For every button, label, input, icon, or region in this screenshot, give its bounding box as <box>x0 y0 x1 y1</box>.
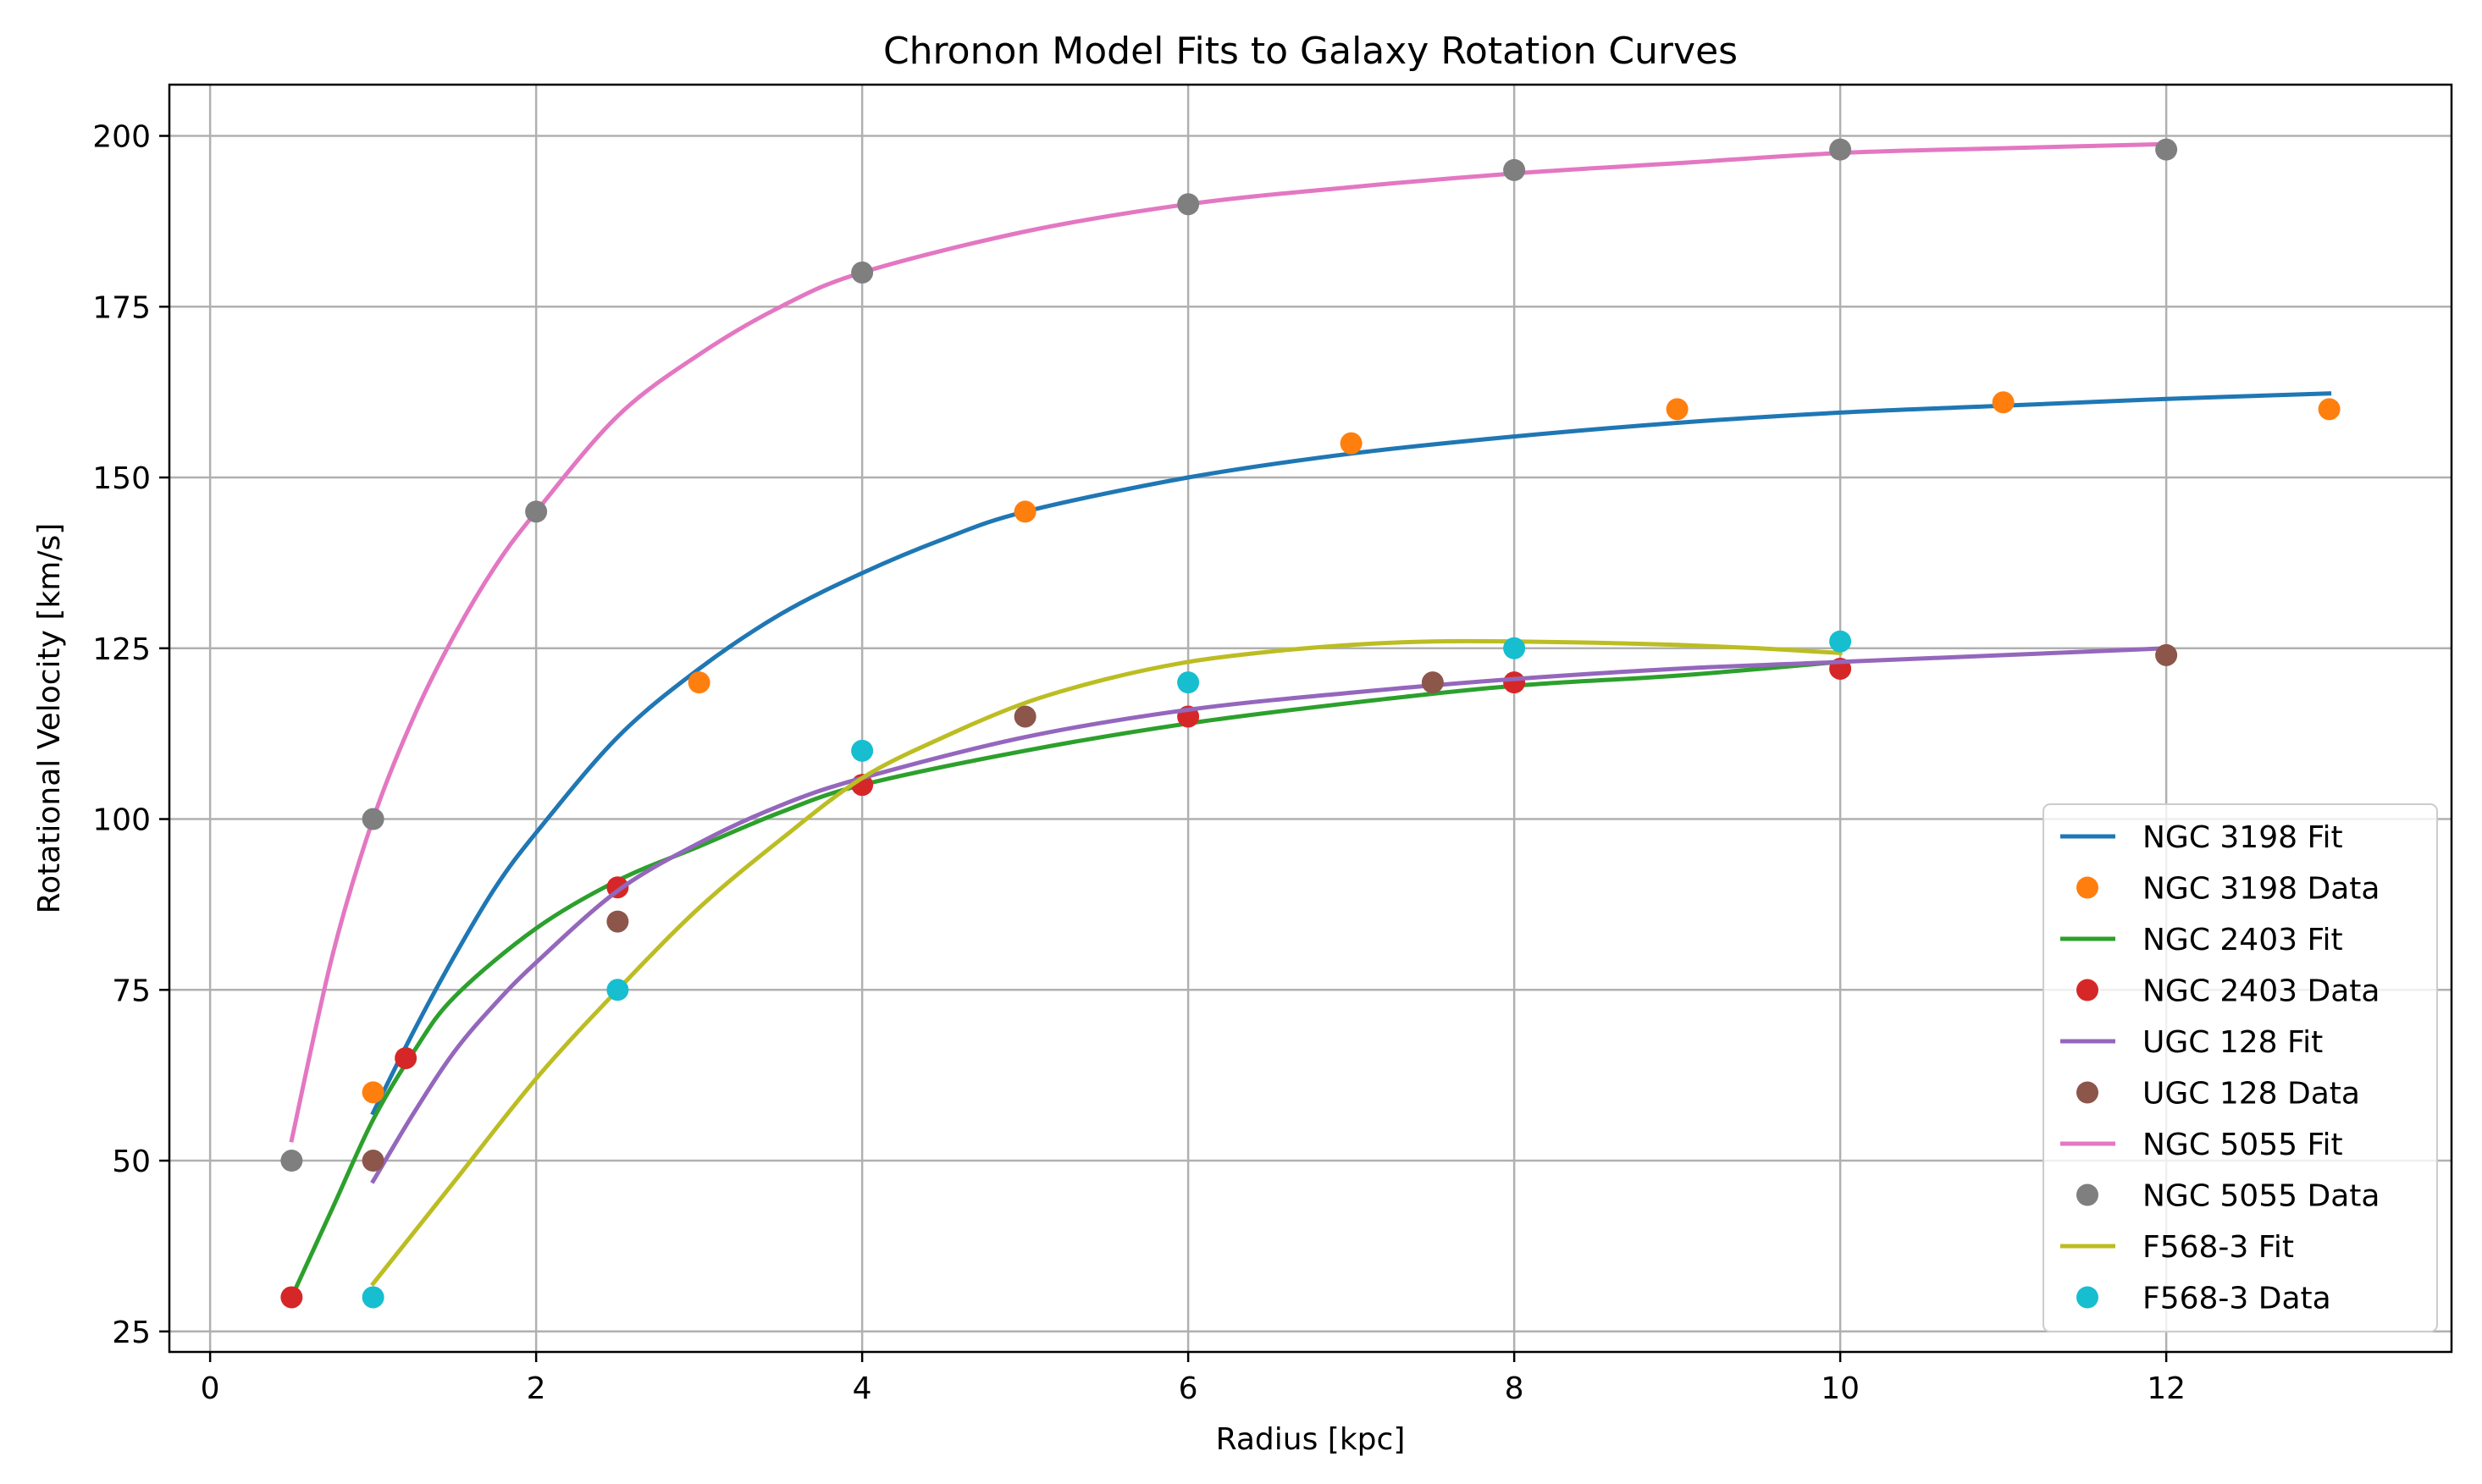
y-tick-label: 50 <box>112 1145 151 1179</box>
chart-title: Chronon Model Fits to Galaxy Rotation Cu… <box>883 30 1738 73</box>
y-tick-label: 25 <box>112 1316 151 1350</box>
y-tick-label: 175 <box>92 290 151 325</box>
legend: NGC 3198 Fit NGC 3198 Data NGC 2403 Fit NGC… <box>2043 803 2438 1332</box>
ngc-5055-data-series <box>280 138 2178 1172</box>
legend-label-ngc-2403-fit: NGC 2403 Fit <box>2142 923 2343 957</box>
f568-3-data-series <box>362 630 1852 1309</box>
f568-3-fit-series <box>370 638 1843 1287</box>
legend-label-ngc-3198-data: NGC 3198 Data <box>2142 872 2380 907</box>
legend-box <box>2043 803 2438 1332</box>
ngc-5055-data-point <box>280 1150 303 1172</box>
f568-3-data-point <box>1503 637 1526 659</box>
ngc-2403-data-point <box>1503 671 1526 694</box>
ngc-3198-data-point <box>1992 391 2015 414</box>
legend-label-f568-3-fit: F568-3 Fit <box>2142 1230 2294 1265</box>
ugc-128-data-point <box>1014 705 1036 728</box>
ugc-128-data-point <box>362 1150 384 1172</box>
f568-3-data-point <box>362 1286 384 1309</box>
x-tick-label: 12 <box>2147 1371 2186 1406</box>
legend-swatch-ngc-2403-data <box>2076 979 2098 1001</box>
y-tick-label: 125 <box>92 632 151 667</box>
ngc-5055-data-point <box>1503 158 1526 181</box>
legend-swatch-ngc-5055-data <box>2076 1183 2098 1206</box>
legend-label-ngc-2403-data: NGC 2403 Data <box>2142 974 2380 1009</box>
x-tick-label: 6 <box>1179 1371 1198 1406</box>
ngc-5055-fit-series <box>289 141 2169 1143</box>
ugc-128-data-point <box>1421 671 1444 694</box>
ngc-5055-data-point <box>851 261 874 284</box>
f568-3-data-point <box>606 979 629 1001</box>
x-tick-label: 4 <box>853 1371 872 1406</box>
plot-series <box>280 138 2341 1309</box>
ngc-5055-fit-line <box>289 141 2169 1143</box>
axis-ticks: 0 2 4 6 8 10 12 25 50 75 100 125 150 175 200 <box>92 120 2186 1406</box>
ngc-3198-data-point <box>1340 432 1363 455</box>
ngc-5055-data-point <box>1829 138 1852 161</box>
x-axis-label: Radius [kpc] <box>1216 1422 1406 1457</box>
ugc-128-fit-series <box>370 646 2169 1184</box>
legend-label-ngc-5055-data: NGC 5055 Data <box>2142 1179 2380 1214</box>
ngc-3198-data-point <box>1014 500 1036 523</box>
ugc-128-data-point <box>606 910 629 933</box>
x-tick-label: 10 <box>1821 1371 1860 1406</box>
f568-3-data-point <box>851 739 874 762</box>
ngc-5055-data-point <box>362 808 384 830</box>
f568-3-fit-line <box>370 638 1843 1287</box>
legend-swatch-ugc-128-data <box>2076 1081 2098 1104</box>
ngc-3198-data-point <box>2318 398 2341 421</box>
legend-label-ngc-3198-fit: NGC 3198 Fit <box>2142 820 2343 855</box>
y-tick-label: 150 <box>92 461 151 496</box>
y-tick-label: 75 <box>112 974 151 1008</box>
legend-label-f568-3-data: F568-3 Data <box>2142 1282 2331 1316</box>
ngc-5055-data-point <box>2155 138 2178 161</box>
x-tick-label: 2 <box>527 1371 546 1406</box>
ngc-5055-data-point <box>1177 193 1200 216</box>
f568-3-data-point <box>1177 671 1200 694</box>
legend-swatch-ngc-3198-data <box>2076 876 2098 899</box>
ngc-3198-data-point <box>688 671 710 694</box>
x-tick-label: 0 <box>201 1371 220 1406</box>
ngc-2403-data-point <box>280 1286 303 1309</box>
legend-label-ugc-128-fit: UGC 128 Fit <box>2142 1025 2323 1060</box>
legend-swatch-f568-3-data <box>2076 1286 2098 1309</box>
f568-3-data-point <box>1829 630 1852 653</box>
ngc-3198-data-series <box>362 391 2341 1104</box>
x-tick-label: 8 <box>1505 1371 1524 1406</box>
ugc-128-data-point <box>2155 643 2178 666</box>
legend-label-ngc-5055-fit: NGC 5055 Fit <box>2142 1128 2343 1162</box>
y-axis-label: Rotational Velocity [km/s] <box>32 523 67 914</box>
ngc-3198-data-point <box>362 1081 384 1104</box>
plot-frame <box>168 83 2453 1354</box>
ngc-2403-data-point <box>395 1046 417 1069</box>
legend-label-ugc-128-data: UGC 128 Data <box>2142 1077 2360 1112</box>
y-tick-label: 200 <box>92 120 151 155</box>
y-tick-label: 100 <box>92 803 151 838</box>
ngc-5055-data-point <box>525 500 548 523</box>
ugc-128-data-series <box>362 643 2178 1172</box>
ngc-3198-data-point <box>1666 398 1689 421</box>
ugc-128-fit-line <box>370 646 2169 1184</box>
